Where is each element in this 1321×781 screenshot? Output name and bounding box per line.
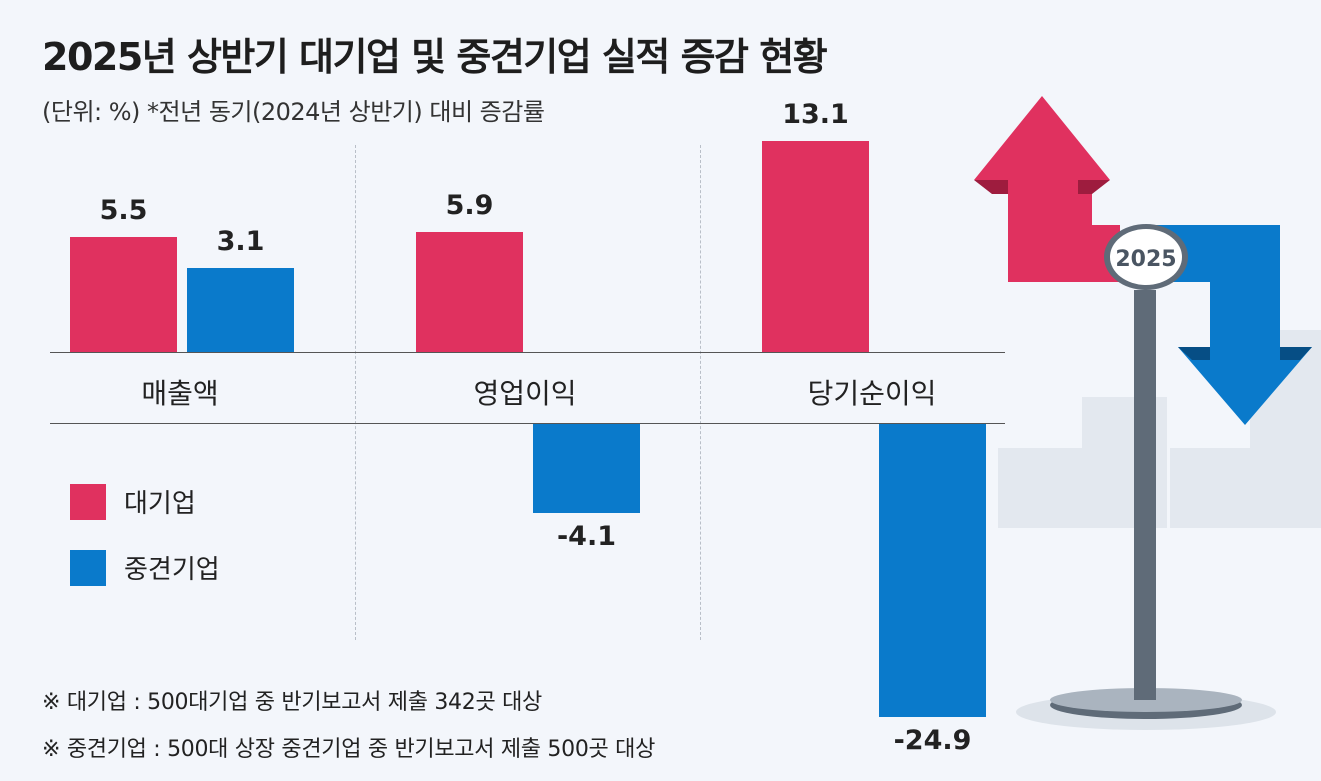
bar-midsize-0 xyxy=(187,267,294,352)
bar-large-0 xyxy=(70,237,177,352)
category-label: 영업이익 xyxy=(473,377,577,410)
legend-item-midsize: 중견기업 xyxy=(70,549,220,586)
data-label: 5.5 xyxy=(99,195,148,227)
data-label: 3.1 xyxy=(216,225,265,257)
data-label: 13.1 xyxy=(782,98,849,130)
category-label: 당기순이익 xyxy=(807,377,937,410)
legend-label: 대기업 xyxy=(124,489,196,519)
data-label: -24.9 xyxy=(893,725,972,757)
divider xyxy=(700,145,701,640)
bar-midsize-1 xyxy=(533,424,640,514)
bar-midsize-2 xyxy=(879,424,986,718)
data-label: -4.1 xyxy=(556,521,617,553)
year-badge: 2025 xyxy=(1115,247,1176,272)
bar-large-2 xyxy=(762,140,869,352)
chart-subtitle: (단위: %) *전년 동기(2024년 상반기) 대비 증감률 xyxy=(42,98,545,126)
bar-large-1 xyxy=(416,232,523,352)
signpost-illustration: 2025 xyxy=(974,96,1321,730)
category-label: 매출액 xyxy=(141,377,219,410)
chart-title: 2025년 상반기 대기업 및 중견기업 실적 증감 현황 xyxy=(42,35,828,79)
data-label: 5.9 xyxy=(445,190,494,222)
down-arrow-icon xyxy=(1150,225,1312,425)
footnote: ※ 대기업 : 500대기업 중 반기보고서 제출 342곳 대상 xyxy=(42,690,542,715)
legend-label: 중견기업 xyxy=(124,555,220,585)
footnote: ※ 중견기업 : 500대 상장 중견기업 중 반기보고서 제출 500곳 대상 xyxy=(42,737,656,762)
up-arrow-icon xyxy=(974,96,1120,282)
positive-baseline xyxy=(50,352,1005,353)
legend-swatch xyxy=(70,483,106,520)
legend-swatch xyxy=(70,549,106,586)
divider xyxy=(355,145,356,640)
legend-item-large: 대기업 xyxy=(70,483,196,520)
negative-baseline xyxy=(50,423,1005,424)
signpost-pole xyxy=(1134,290,1156,700)
